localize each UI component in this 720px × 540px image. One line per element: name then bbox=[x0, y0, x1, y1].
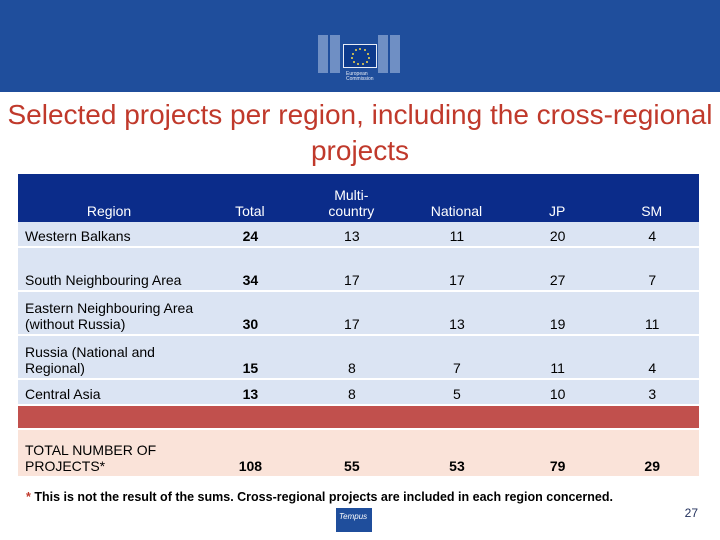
header-region: Region bbox=[18, 174, 201, 222]
page-number: 27 bbox=[684, 506, 698, 520]
header-sm: SM bbox=[604, 174, 699, 222]
row-multi-country: 8 bbox=[299, 380, 403, 406]
row-total: 15 bbox=[200, 336, 300, 380]
row-national: 13 bbox=[402, 292, 510, 336]
row-sm: 3 bbox=[604, 380, 699, 406]
total-label: TOTAL NUMBER OF PROJECTS* bbox=[18, 430, 201, 478]
row-sm: 7 bbox=[604, 248, 699, 292]
row-multi-country: 17 bbox=[299, 292, 403, 336]
row-region: Eastern Neighbouring Area (without Russi… bbox=[18, 292, 201, 336]
row-national: 5 bbox=[402, 380, 510, 406]
row-total: 34 bbox=[200, 248, 300, 292]
top-banner: European Commission bbox=[0, 0, 720, 92]
row-national: 7 bbox=[402, 336, 510, 380]
row-sm: 11 bbox=[604, 292, 699, 336]
header-national: National bbox=[402, 174, 510, 222]
row-multi-country: 8 bbox=[299, 336, 403, 380]
row-jp: 19 bbox=[509, 292, 605, 336]
footnote: * This is not the result of the sums. Cr… bbox=[26, 490, 613, 504]
row-multi-country: 17 bbox=[299, 248, 403, 292]
tempus-label: Tempus bbox=[339, 512, 368, 521]
row-national: 11 bbox=[402, 222, 510, 248]
footnote-text: This is not the result of the sums. Cros… bbox=[30, 490, 613, 504]
projects-table: Region Total Multi-country National JP S… bbox=[18, 174, 699, 478]
row-region: Western Balkans bbox=[18, 222, 201, 248]
row-total: 24 bbox=[200, 222, 300, 248]
row-total: 13 bbox=[200, 380, 300, 406]
tempus-logo: Tempus bbox=[336, 508, 372, 532]
row-sm: 4 bbox=[604, 336, 699, 380]
row-region: Russia (National and Regional) bbox=[18, 336, 201, 380]
eu-flag-icon bbox=[343, 44, 377, 68]
table-row: Western Balkans 24 13 11 20 4 bbox=[18, 222, 699, 248]
footnote-asterisk: * bbox=[26, 490, 31, 504]
table-row: Russia (National and Regional) 15 8 7 11… bbox=[18, 336, 699, 380]
table-row: South Neighbouring Area 34 17 17 27 7 bbox=[18, 248, 699, 292]
separator-row bbox=[18, 406, 699, 430]
total-row: TOTAL NUMBER OF PROJECTS* 108 55 53 79 2… bbox=[18, 430, 699, 478]
logo-caption: European Commission bbox=[346, 71, 374, 82]
row-jp: 11 bbox=[509, 336, 605, 380]
table-row: Eastern Neighbouring Area (without Russi… bbox=[18, 292, 699, 336]
header-total: Total bbox=[200, 174, 300, 222]
row-sm: 4 bbox=[604, 222, 699, 248]
page-title: Selected projects per region, including … bbox=[7, 99, 713, 166]
total-jp: 79 bbox=[509, 430, 605, 478]
table-row: Central Asia 13 8 5 10 3 bbox=[18, 380, 699, 406]
row-region: Central Asia bbox=[18, 380, 201, 406]
row-multi-country: 13 bbox=[299, 222, 403, 248]
header-multi-country: Multi-country bbox=[299, 174, 403, 222]
table-header-row: Region Total Multi-country National JP S… bbox=[18, 174, 699, 222]
row-jp: 20 bbox=[509, 222, 605, 248]
row-region: South Neighbouring Area bbox=[18, 248, 201, 292]
row-jp: 27 bbox=[509, 248, 605, 292]
row-total: 30 bbox=[200, 292, 300, 336]
header-jp: JP bbox=[509, 174, 605, 222]
row-jp: 10 bbox=[509, 380, 605, 406]
total-sm: 29 bbox=[604, 430, 699, 478]
row-national: 17 bbox=[402, 248, 510, 292]
total-national: 53 bbox=[402, 430, 510, 478]
total-total: 108 bbox=[200, 430, 300, 478]
european-commission-logo: European Commission bbox=[312, 22, 408, 84]
total-multi-country: 55 bbox=[299, 430, 403, 478]
